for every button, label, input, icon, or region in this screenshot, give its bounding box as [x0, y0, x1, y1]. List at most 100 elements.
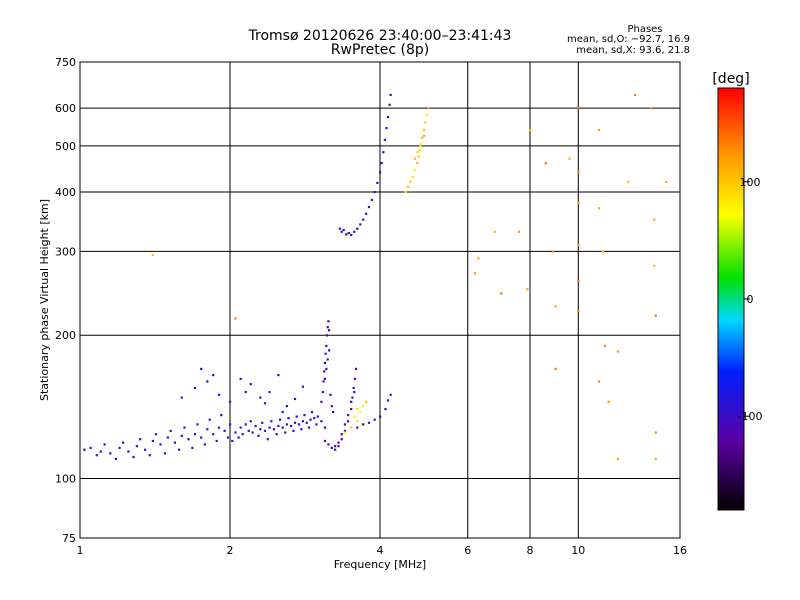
data-point: [359, 410, 362, 414]
data-point: [135, 445, 138, 448]
data-point: [295, 415, 298, 418]
data-point: [356, 420, 359, 423]
data-point: [616, 350, 619, 353]
data-point: [340, 438, 343, 441]
x-tick-label: 16: [673, 544, 687, 557]
data-point: [362, 218, 365, 221]
x-axis-label: Frequency [MHz]: [334, 558, 426, 571]
data-point: [217, 393, 221, 396]
data-point: [577, 201, 580, 204]
x-tick-label: 8: [527, 544, 534, 557]
data-point: [239, 377, 242, 381]
data-point: [289, 424, 293, 428]
data-point: [154, 433, 158, 436]
data-point: [342, 228, 345, 232]
data-point: [343, 429, 347, 432]
data-point: [293, 397, 297, 401]
data-point: [277, 424, 280, 428]
data-point: [320, 400, 323, 403]
y-tick-label: 750: [55, 56, 76, 69]
data-point: [634, 93, 637, 96]
data-point: [353, 230, 356, 233]
data-point: [103, 443, 106, 446]
data-point: [203, 443, 206, 446]
data-point: [151, 439, 155, 443]
data-point: [212, 433, 215, 436]
data-point: [332, 410, 335, 414]
data-point: [597, 207, 601, 210]
data-point: [473, 272, 477, 275]
data-point: [244, 423, 247, 426]
data-point: [193, 433, 197, 436]
y-axis-label: Stationary phase Virtual Height [km]: [38, 199, 51, 401]
x-tick-label: 1: [77, 544, 84, 557]
data-point: [500, 292, 503, 295]
data-point: [326, 358, 329, 361]
colorbar-tick-label: 0: [747, 293, 754, 306]
data-point: [382, 151, 385, 154]
data-point: [281, 426, 284, 429]
data-point: [326, 326, 329, 329]
data-point: [315, 423, 318, 426]
data-point: [568, 157, 571, 160]
data-point: [297, 423, 301, 426]
data-point: [89, 446, 92, 450]
data-point: [616, 457, 619, 461]
data-point: [383, 138, 387, 141]
data-point: [183, 426, 186, 429]
colorbar-label: [deg]: [712, 71, 749, 87]
data-point: [301, 385, 305, 388]
data-point: [325, 367, 328, 371]
data-point: [321, 390, 324, 394]
data-point: [353, 390, 356, 394]
y-tick-label: 100: [55, 473, 76, 486]
phase-stats-x: mean, sd,X: 93.6, 21.8: [576, 45, 690, 56]
data-point: [249, 382, 252, 386]
data-point: [351, 396, 354, 399]
data-point: [552, 250, 555, 253]
data-point: [303, 413, 306, 417]
data-point: [370, 198, 373, 202]
data-point: [379, 415, 382, 418]
data-point: [229, 423, 232, 426]
data-point: [206, 380, 209, 383]
data-point: [554, 367, 557, 371]
data-point: [597, 128, 601, 132]
data-point: [325, 334, 329, 337]
data-point: [261, 421, 264, 424]
data-point: [389, 393, 392, 396]
data-point: [316, 415, 319, 418]
data-point: [300, 428, 303, 431]
data-point: [220, 413, 223, 417]
data-point: [577, 107, 580, 110]
data-point: [323, 370, 326, 373]
data-point: [386, 115, 390, 119]
data-point: [244, 390, 247, 394]
data-point: [324, 352, 327, 355]
data-point: [127, 450, 130, 453]
data-point: [279, 418, 282, 421]
data-point: [607, 400, 610, 403]
data-point: [406, 185, 410, 189]
data-point: [334, 445, 337, 448]
data-point: [577, 309, 580, 313]
data-point: [343, 423, 347, 426]
data-point: [376, 181, 379, 185]
data-point: [327, 349, 331, 352]
data-point: [384, 407, 387, 411]
phase-stats-o: mean, sd,O: −92.7, 16.9: [567, 34, 690, 45]
data-point: [362, 405, 365, 408]
data-point: [223, 429, 226, 432]
x-tick-label: 10: [571, 544, 585, 557]
data-point: [193, 386, 197, 390]
data-point: [421, 136, 424, 139]
data-point: [191, 446, 194, 450]
data-point: [360, 423, 364, 426]
data-point: [187, 438, 190, 441]
data-point: [166, 436, 169, 439]
data-point: [343, 431, 347, 434]
data-point: [259, 428, 262, 431]
data-point: [163, 452, 167, 455]
data-point: [323, 361, 327, 365]
data-point: [83, 448, 86, 451]
